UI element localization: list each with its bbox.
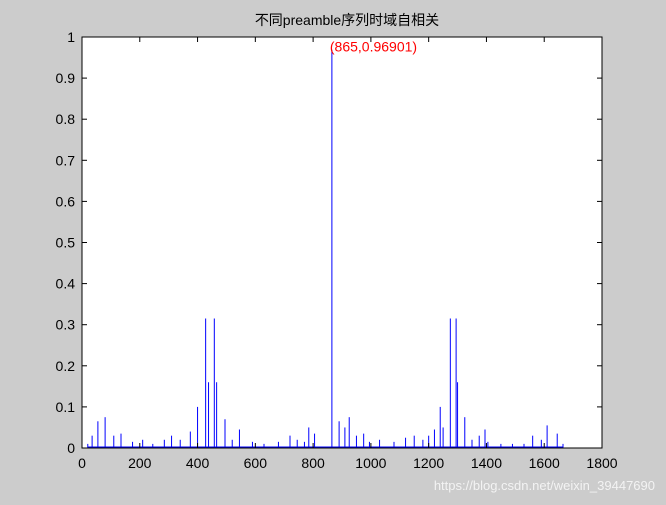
y-tick-label: 0.1 xyxy=(56,399,76,415)
x-tick-label: 800 xyxy=(301,455,325,471)
x-tick-label: 600 xyxy=(244,455,268,471)
y-tick-label: 0 xyxy=(67,440,75,456)
y-tick-label: 0.3 xyxy=(56,317,76,333)
x-tick-label: 1000 xyxy=(355,455,386,471)
y-tick-label: 0.5 xyxy=(56,235,76,251)
x-tick-label: 1800 xyxy=(586,455,617,471)
y-tick-label: 0.8 xyxy=(56,111,76,127)
x-tick-label: 1600 xyxy=(529,455,560,471)
y-tick-label: 1 xyxy=(67,29,75,45)
x-tick-label: 0 xyxy=(78,455,86,471)
chart-title: 不同preamble序列时域自相关 xyxy=(255,12,439,28)
x-tick-label: 1400 xyxy=(471,455,502,471)
y-tick-label: 0.9 xyxy=(56,70,76,86)
plot-area xyxy=(82,37,602,448)
series-layer xyxy=(87,49,564,448)
y-tick-label: 0.2 xyxy=(56,358,76,374)
x-tick-label: 200 xyxy=(128,455,152,471)
x-tick-label: 1200 xyxy=(413,455,444,471)
x-axis: 0 200 400 600 800 1000 1200 1400 1600 1800 xyxy=(78,37,618,471)
y-tick-label: 0.7 xyxy=(56,152,76,168)
y-axis: 0 0.1 0.2 0.3 0.4 0.5 0.6 0.7 0.8 0.9 1 xyxy=(56,29,602,456)
x-tick-label: 400 xyxy=(186,455,210,471)
watermark-text: https://blog.csdn.net/weixin_39447690 xyxy=(434,478,655,493)
peak-annotation: (865,0.96901) xyxy=(330,39,417,55)
y-tick-label: 0.4 xyxy=(56,276,76,292)
y-tick-label: 0.6 xyxy=(56,193,76,209)
